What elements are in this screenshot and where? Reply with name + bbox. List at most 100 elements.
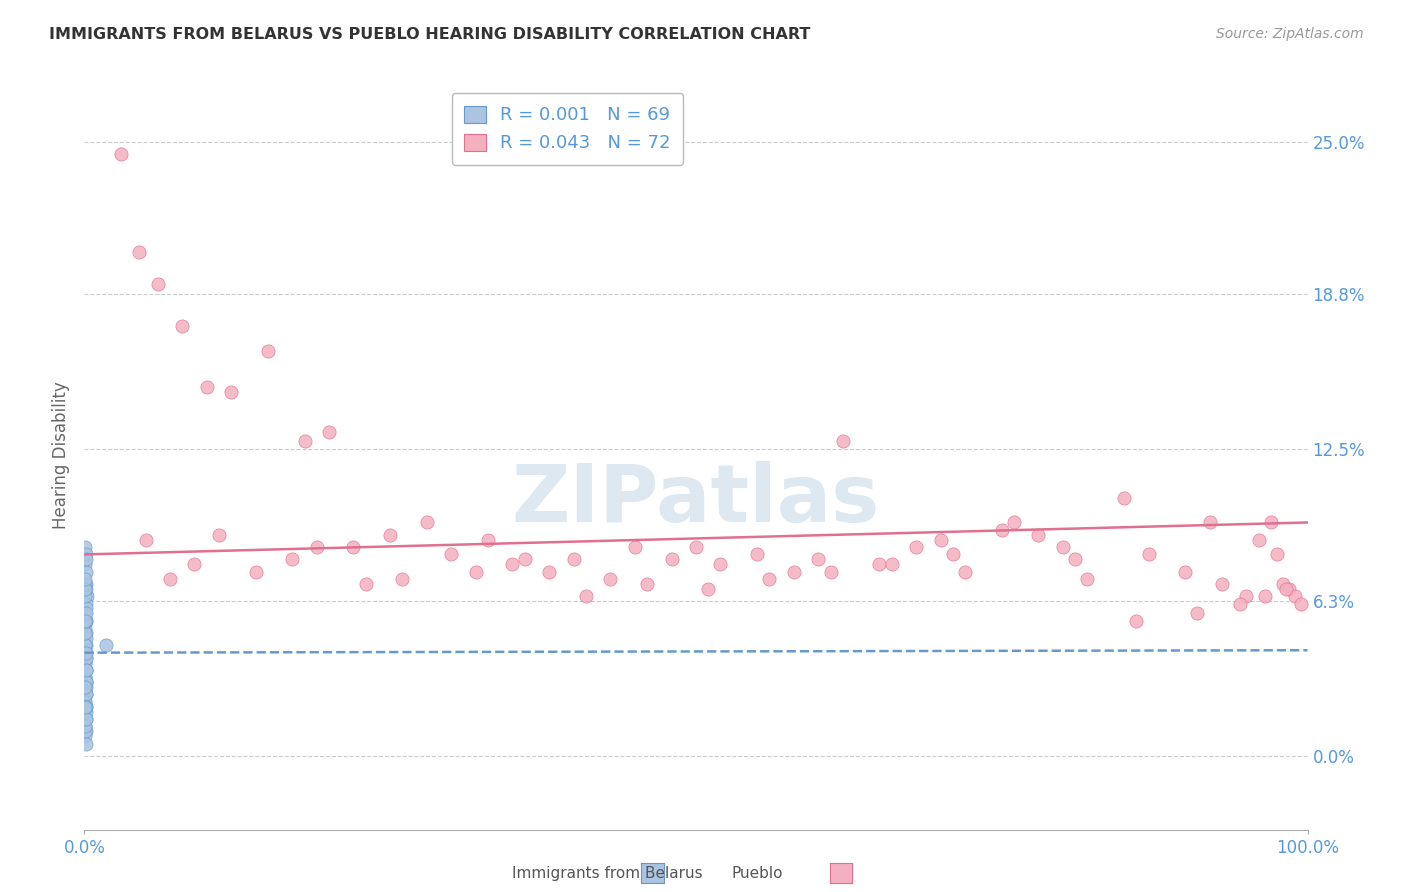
- Point: [1278, 582, 1301, 596]
- Point: [75, 614, 97, 628]
- Point: [75, 663, 97, 677]
- Point: [75, 565, 97, 579]
- Point: [75, 650, 97, 665]
- Point: [75, 621, 97, 635]
- Point: [1229, 597, 1251, 611]
- Point: [1187, 607, 1209, 621]
- Point: [75, 552, 97, 566]
- Point: [73, 656, 96, 670]
- Point: [1236, 589, 1258, 603]
- Point: [1064, 552, 1087, 566]
- Point: [73, 638, 96, 652]
- Point: [477, 533, 499, 547]
- Point: [75, 614, 97, 628]
- Point: [75, 607, 97, 621]
- Point: [75, 577, 97, 591]
- Point: [636, 577, 658, 591]
- Point: [73, 695, 96, 709]
- Point: [75, 719, 97, 733]
- Point: [1211, 577, 1233, 591]
- Point: [159, 572, 181, 586]
- Point: [1002, 516, 1025, 530]
- Point: [1260, 516, 1282, 530]
- Point: [75, 626, 97, 640]
- Point: [75, 705, 97, 719]
- Point: [1284, 589, 1306, 603]
- Point: [75, 614, 97, 628]
- Point: [1272, 577, 1295, 591]
- Point: [110, 147, 132, 161]
- Point: [416, 516, 439, 530]
- Point: [75, 646, 97, 660]
- Point: [1125, 614, 1147, 628]
- Point: [380, 528, 402, 542]
- Point: [747, 548, 769, 562]
- Point: [1254, 589, 1277, 603]
- Point: [75, 597, 97, 611]
- Point: [257, 343, 280, 358]
- Point: [75, 699, 97, 714]
- Point: [513, 552, 536, 566]
- Point: [75, 582, 97, 596]
- Point: [245, 565, 267, 579]
- Point: [75, 737, 97, 751]
- Point: [599, 572, 621, 586]
- Point: [575, 589, 598, 603]
- Point: [75, 607, 97, 621]
- Point: [697, 582, 720, 596]
- Point: [73, 540, 96, 554]
- Point: [807, 552, 830, 566]
- Legend: R = 0.001   N = 69, R = 0.043   N = 72: R = 0.001 N = 69, R = 0.043 N = 72: [451, 93, 683, 165]
- Point: [96, 638, 118, 652]
- Point: [538, 565, 561, 579]
- Point: [75, 688, 97, 702]
- Point: [172, 318, 194, 333]
- Text: Source: ZipAtlas.com: Source: ZipAtlas.com: [1216, 27, 1364, 41]
- Point: [354, 577, 377, 591]
- Point: [146, 277, 169, 292]
- Point: [75, 712, 97, 726]
- Point: [1265, 548, 1288, 562]
- Point: [831, 434, 853, 449]
- Point: [75, 724, 97, 739]
- Point: [76, 589, 98, 603]
- Point: [75, 631, 97, 645]
- Point: [709, 558, 731, 572]
- Point: [305, 540, 328, 554]
- Point: [1052, 540, 1074, 554]
- Point: [75, 656, 97, 670]
- Point: [73, 719, 96, 733]
- Point: [75, 589, 97, 603]
- Point: [75, 695, 97, 709]
- Point: [880, 558, 903, 572]
- Point: [869, 558, 891, 572]
- Point: [75, 670, 97, 684]
- Point: [1028, 528, 1050, 542]
- Y-axis label: Hearing Disability: Hearing Disability: [52, 381, 70, 529]
- Point: [73, 638, 96, 652]
- Point: [1174, 565, 1197, 579]
- Point: [1198, 516, 1220, 530]
- Point: [281, 552, 304, 566]
- Point: [73, 670, 96, 684]
- Point: [562, 552, 585, 566]
- Point: [75, 688, 97, 702]
- Point: [661, 552, 683, 566]
- Text: Immigrants from Belarus: Immigrants from Belarus: [512, 866, 703, 881]
- Point: [75, 646, 97, 660]
- Point: [294, 434, 316, 449]
- Point: [820, 565, 842, 579]
- Point: [758, 572, 780, 586]
- Point: [502, 558, 524, 572]
- Point: [464, 565, 486, 579]
- Point: [905, 540, 928, 554]
- Point: [75, 663, 97, 677]
- Point: [73, 699, 96, 714]
- Text: IMMIGRANTS FROM BELARUS VS PUEBLO HEARING DISABILITY CORRELATION CHART: IMMIGRANTS FROM BELARUS VS PUEBLO HEARIN…: [49, 27, 811, 42]
- Point: [391, 572, 413, 586]
- Point: [75, 699, 97, 714]
- Point: [342, 540, 364, 554]
- Point: [75, 582, 97, 596]
- Point: [953, 565, 976, 579]
- Point: [75, 675, 97, 690]
